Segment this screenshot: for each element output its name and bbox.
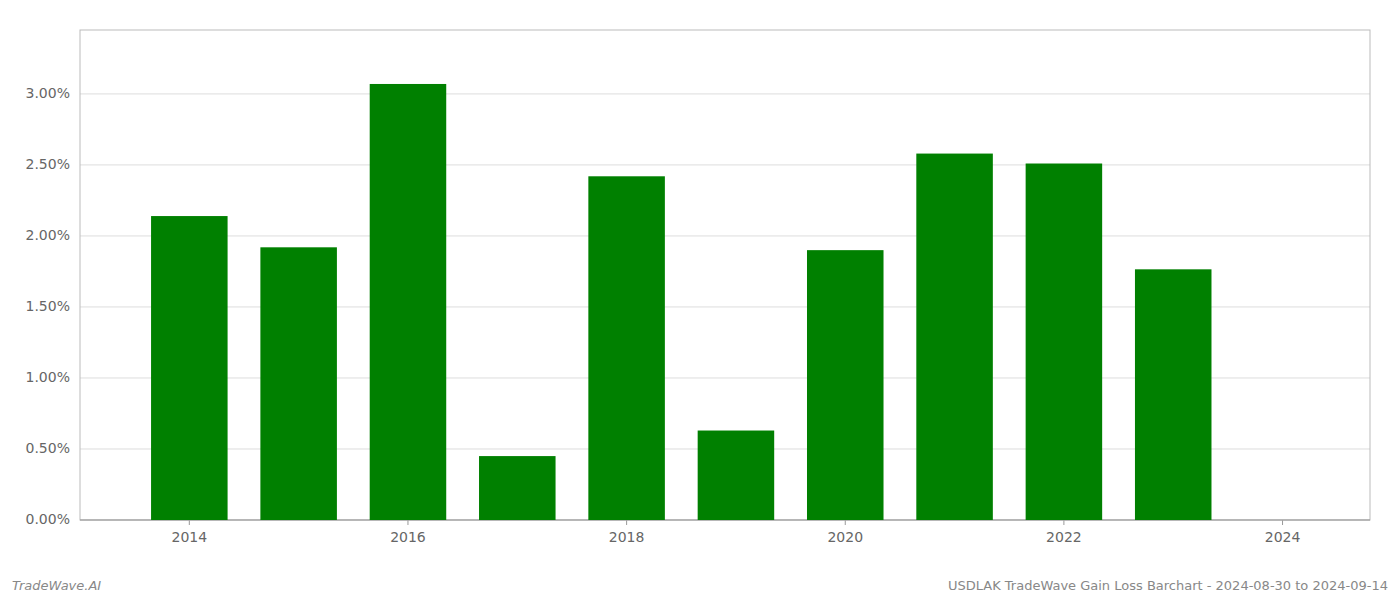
bars	[151, 84, 1211, 520]
x-tick	[845, 520, 846, 525]
x-tick	[407, 520, 408, 525]
axes: 0.00% 0.50% 1.00% 1.50% 2.00% 2.50% 3.00% 2014 2…	[26, 30, 1370, 545]
grid	[80, 94, 1370, 520]
x-tick	[626, 520, 627, 525]
y-tick-label: 1.50%	[26, 298, 70, 314]
x-tick-label: 2014	[172, 529, 208, 545]
x-tick	[1063, 520, 1064, 525]
bar	[479, 456, 556, 520]
bar	[151, 216, 228, 520]
bar	[1026, 164, 1103, 520]
bar	[1135, 269, 1212, 520]
x-tick-label: 2022	[1046, 529, 1082, 545]
bar	[698, 431, 775, 520]
bar	[260, 247, 337, 520]
x-tick-label: 2016	[390, 529, 426, 545]
y-tick-label: 3.00%	[26, 85, 70, 101]
x-tick	[1282, 520, 1283, 525]
y-tick-label: 0.50%	[26, 440, 70, 456]
y-tick-label: 2.50%	[26, 156, 70, 172]
x-tick-label: 2018	[609, 529, 645, 545]
x-tick-label: 2024	[1265, 529, 1301, 545]
bar	[588, 176, 665, 520]
annotation: USDLAK TradeWave Gain Loss Barchart - 20…	[948, 578, 1388, 593]
plot-frame	[80, 30, 1370, 520]
chart: 0.00% 0.50% 1.00% 1.50% 2.00% 2.50% 3.00% 2014 2…	[0, 0, 1400, 600]
bar	[807, 250, 884, 520]
annotation: TradeWave.AI	[12, 578, 101, 593]
x-tick	[189, 520, 190, 525]
bar	[370, 84, 447, 520]
bar	[916, 154, 993, 520]
x-tick-label: 2020	[827, 529, 863, 545]
y-tick-label: 1.00%	[26, 369, 70, 385]
grid-line	[80, 93, 1370, 94]
y-tick-label: 2.00%	[26, 227, 70, 243]
grid-line	[80, 235, 1370, 236]
grid-line	[80, 164, 1370, 165]
y-tick-label: 0.00%	[26, 511, 70, 527]
